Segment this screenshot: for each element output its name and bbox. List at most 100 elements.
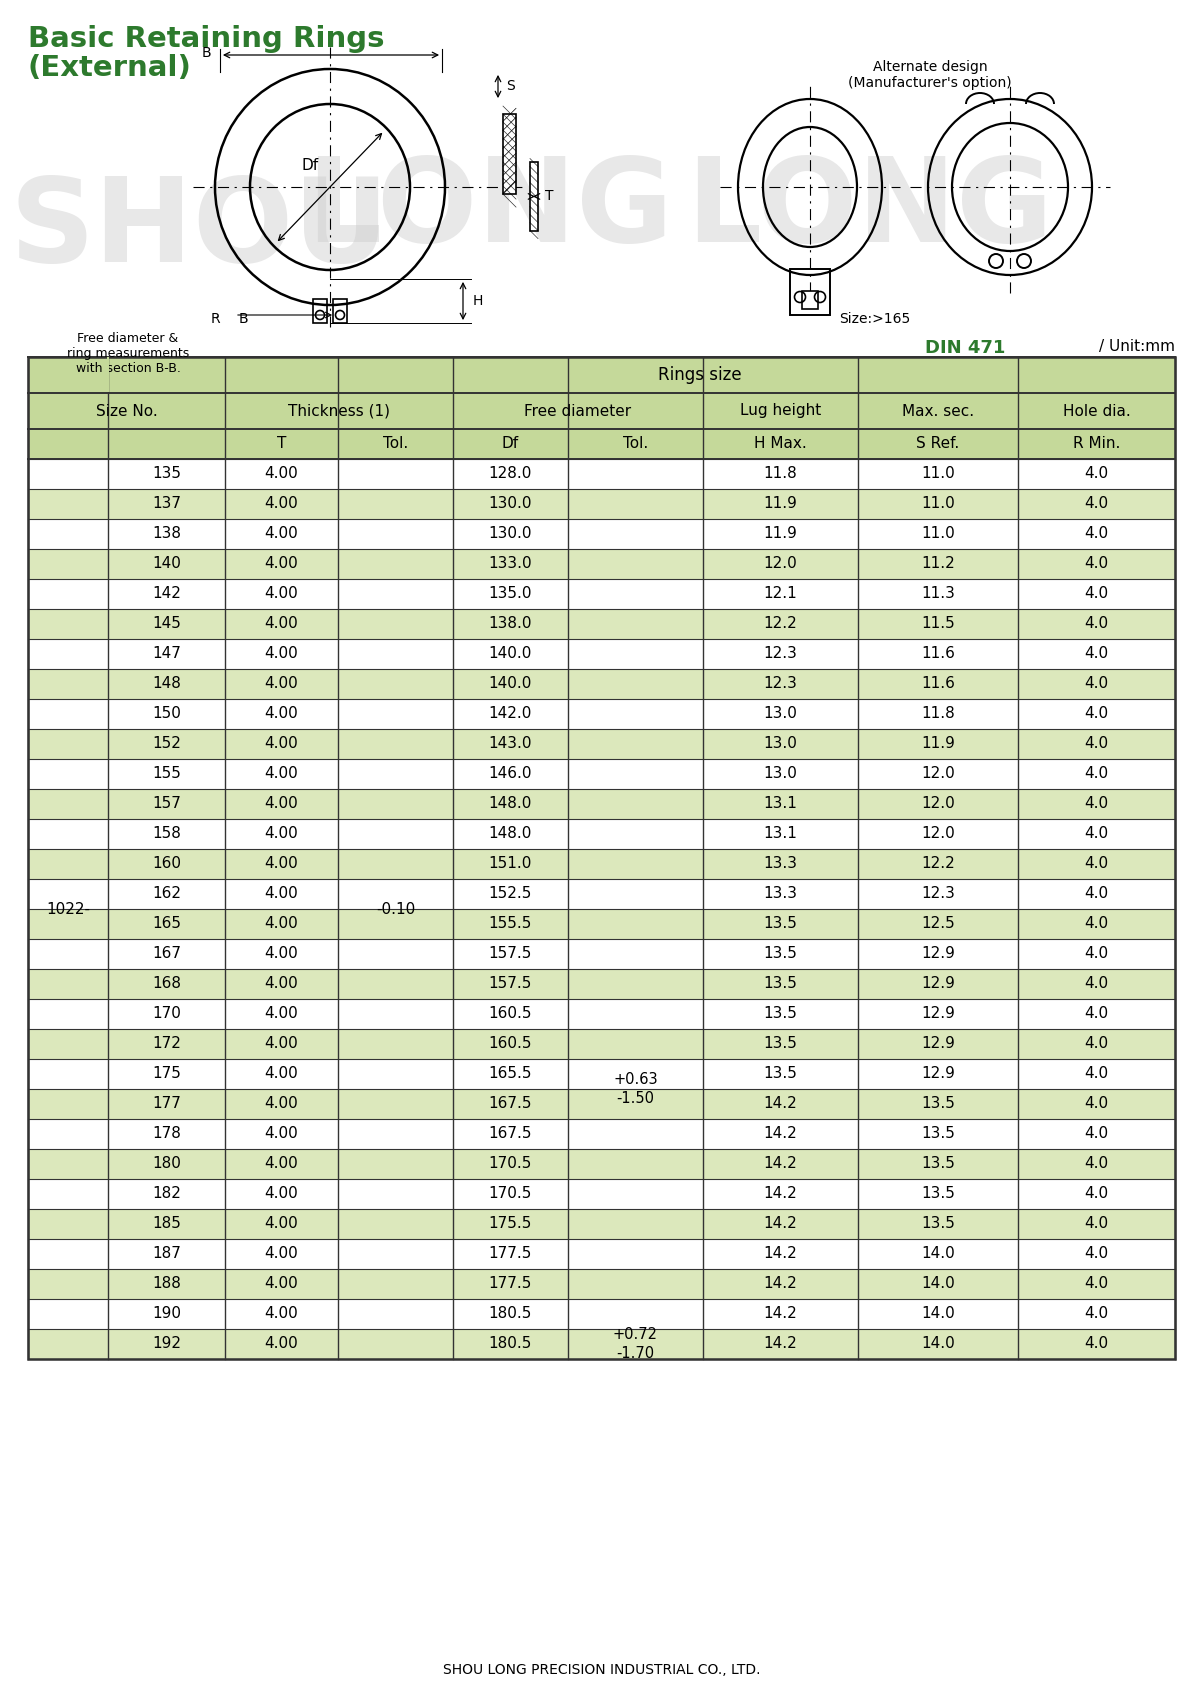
Text: 4.0: 4.0 bbox=[1085, 767, 1109, 782]
Text: 135.0: 135.0 bbox=[488, 587, 533, 601]
Bar bbox=[28, 1000, 1175, 1028]
Text: 148.0: 148.0 bbox=[488, 826, 532, 842]
Text: 13.0: 13.0 bbox=[763, 767, 798, 782]
Text: DIN 471: DIN 471 bbox=[925, 339, 1006, 356]
Text: 168: 168 bbox=[152, 976, 181, 991]
Bar bbox=[28, 356, 1175, 1359]
Text: Df: Df bbox=[301, 158, 318, 173]
Text: 14.2: 14.2 bbox=[763, 1307, 797, 1322]
Text: 4.0: 4.0 bbox=[1085, 947, 1109, 962]
Text: 12.5: 12.5 bbox=[922, 916, 955, 932]
Text: 13.5: 13.5 bbox=[763, 1066, 798, 1081]
Text: 143.0: 143.0 bbox=[488, 736, 533, 752]
Text: 4.00: 4.00 bbox=[265, 767, 299, 782]
Text: 12.3: 12.3 bbox=[922, 886, 955, 901]
Text: 182: 182 bbox=[152, 1186, 181, 1201]
Text: 13.5: 13.5 bbox=[922, 1127, 955, 1142]
Text: Size No.: Size No. bbox=[96, 404, 157, 419]
Text: Basic Retaining Rings: Basic Retaining Rings bbox=[28, 25, 384, 53]
Text: 4.00: 4.00 bbox=[265, 616, 299, 631]
Text: 138: 138 bbox=[152, 526, 181, 541]
Text: 13.1: 13.1 bbox=[763, 826, 798, 842]
Text: 157.5: 157.5 bbox=[488, 947, 532, 962]
Text: 13.3: 13.3 bbox=[763, 886, 798, 901]
Text: Free diameter &
ring measurements
with section B-B.: Free diameter & ring measurements with s… bbox=[67, 333, 190, 375]
Text: 177: 177 bbox=[152, 1096, 181, 1112]
Text: 14.0: 14.0 bbox=[922, 1276, 955, 1291]
Text: 4.0: 4.0 bbox=[1085, 1337, 1109, 1351]
Bar bbox=[28, 429, 1175, 458]
Text: 145: 145 bbox=[152, 616, 181, 631]
Text: 158: 158 bbox=[152, 826, 181, 842]
Text: 14.2: 14.2 bbox=[763, 1337, 797, 1351]
Text: 160.5: 160.5 bbox=[488, 1037, 533, 1052]
Text: 4.0: 4.0 bbox=[1085, 706, 1109, 721]
Text: 12.9: 12.9 bbox=[922, 1037, 955, 1052]
Text: 4.00: 4.00 bbox=[265, 796, 299, 811]
Text: 140: 140 bbox=[152, 557, 181, 572]
Text: 12.2: 12.2 bbox=[922, 857, 955, 872]
Text: 12.3: 12.3 bbox=[763, 677, 798, 691]
Text: 13.5: 13.5 bbox=[763, 1006, 798, 1022]
Bar bbox=[530, 163, 538, 231]
Text: 155.5: 155.5 bbox=[488, 916, 532, 932]
Text: 13.3: 13.3 bbox=[763, 857, 798, 872]
Text: 4.00: 4.00 bbox=[265, 1066, 299, 1081]
Text: S: S bbox=[506, 80, 515, 93]
Text: 4.0: 4.0 bbox=[1085, 616, 1109, 631]
Text: 165: 165 bbox=[152, 916, 181, 932]
Text: 175: 175 bbox=[152, 1066, 181, 1081]
Bar bbox=[28, 609, 1175, 640]
Bar bbox=[28, 1269, 1175, 1298]
Text: 4.00: 4.00 bbox=[265, 1127, 299, 1142]
Text: 4.00: 4.00 bbox=[265, 857, 299, 872]
Text: 11.0: 11.0 bbox=[922, 526, 955, 541]
Text: 13.1: 13.1 bbox=[763, 796, 798, 811]
Bar bbox=[28, 356, 1175, 394]
Bar bbox=[28, 938, 1175, 969]
Text: 13.5: 13.5 bbox=[763, 916, 798, 932]
Text: 4.0: 4.0 bbox=[1085, 857, 1109, 872]
Text: H Max.: H Max. bbox=[754, 436, 806, 451]
Text: 4.00: 4.00 bbox=[265, 1337, 299, 1351]
Text: 12.9: 12.9 bbox=[922, 947, 955, 962]
Text: 12.9: 12.9 bbox=[922, 976, 955, 991]
Text: 4.00: 4.00 bbox=[265, 1037, 299, 1052]
Bar bbox=[28, 1208, 1175, 1239]
Bar bbox=[28, 820, 1175, 848]
Text: Hole dia.: Hole dia. bbox=[1063, 404, 1130, 419]
Text: 11.6: 11.6 bbox=[922, 647, 955, 662]
Text: 167.5: 167.5 bbox=[488, 1096, 533, 1112]
Text: +0.63
-1.50: +0.63 -1.50 bbox=[613, 1073, 658, 1106]
Bar bbox=[28, 1239, 1175, 1269]
Text: 11.3: 11.3 bbox=[922, 587, 955, 601]
Text: 177.5: 177.5 bbox=[488, 1247, 532, 1261]
Text: 187: 187 bbox=[152, 1247, 181, 1261]
Text: T: T bbox=[545, 190, 553, 204]
Text: +0.72
-1.70: +0.72 -1.70 bbox=[613, 1327, 658, 1361]
Text: 4.00: 4.00 bbox=[265, 1276, 299, 1291]
Text: B: B bbox=[202, 46, 211, 59]
Text: 160: 160 bbox=[152, 857, 181, 872]
Text: 11.9: 11.9 bbox=[763, 497, 798, 511]
Text: LONG: LONG bbox=[686, 153, 1054, 268]
Text: 11.0: 11.0 bbox=[922, 497, 955, 511]
Text: 190: 190 bbox=[152, 1307, 181, 1322]
Text: / Unit:mm: / Unit:mm bbox=[1099, 339, 1175, 355]
Text: 12.0: 12.0 bbox=[763, 557, 797, 572]
Bar bbox=[28, 1149, 1175, 1179]
Text: 13.0: 13.0 bbox=[763, 736, 798, 752]
Text: 4.0: 4.0 bbox=[1085, 796, 1109, 811]
Text: 180.5: 180.5 bbox=[488, 1307, 532, 1322]
Text: 4.0: 4.0 bbox=[1085, 1186, 1109, 1201]
Text: 4.00: 4.00 bbox=[265, 1217, 299, 1232]
Text: 178: 178 bbox=[152, 1127, 181, 1142]
Bar bbox=[28, 1298, 1175, 1329]
Text: Free diameter: Free diameter bbox=[524, 404, 631, 419]
Bar bbox=[28, 910, 1175, 938]
Text: 11.8: 11.8 bbox=[922, 706, 955, 721]
Text: 4.00: 4.00 bbox=[265, 976, 299, 991]
Text: 130.0: 130.0 bbox=[488, 526, 533, 541]
Text: 172: 172 bbox=[152, 1037, 181, 1052]
Text: 12.1: 12.1 bbox=[763, 587, 797, 601]
